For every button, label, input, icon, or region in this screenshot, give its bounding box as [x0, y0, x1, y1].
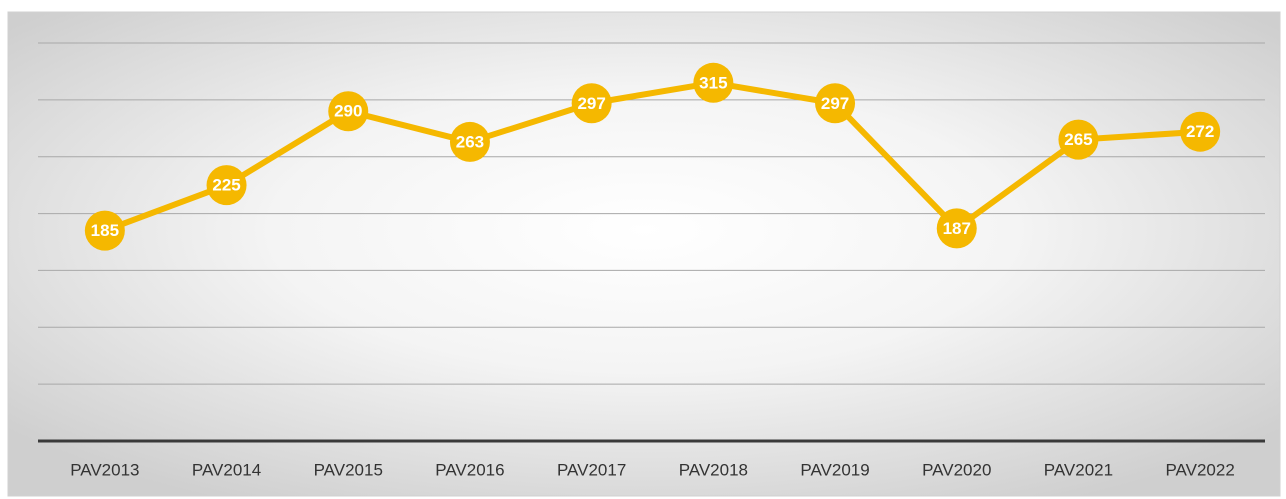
x-tick-label: PAV2020 [922, 460, 991, 479]
data-label: 315 [699, 73, 727, 92]
line-series [103, 79, 1201, 234]
point [206, 165, 247, 206]
point [84, 210, 125, 251]
point [693, 62, 734, 103]
point [571, 83, 612, 124]
data-label: 187 [943, 219, 971, 238]
data-label: 263 [456, 132, 484, 151]
x-tick-label: PAV2014 [192, 460, 261, 479]
point [936, 208, 977, 249]
x-tick-label: PAV2021 [1044, 460, 1113, 479]
point [1180, 111, 1221, 152]
data-label: 290 [334, 102, 362, 121]
data-label: 265 [1064, 130, 1092, 149]
x-tick-label: PAV2018 [679, 460, 748, 479]
plot-background [7, 11, 1281, 497]
data-label: 185 [91, 221, 119, 240]
x-tick-label: PAV2015 [314, 460, 383, 479]
data-label: 272 [1186, 122, 1214, 141]
x-tick-label: PAV2019 [800, 460, 869, 479]
data-label: 297 [577, 94, 605, 113]
x-tick-label: PAV2022 [1165, 460, 1234, 479]
point [328, 91, 369, 132]
x-tick-label: PAV2017 [557, 460, 626, 479]
point [1058, 119, 1099, 160]
data-label: 297 [821, 94, 849, 113]
point [815, 83, 856, 124]
point [449, 121, 490, 162]
x-tick-label: PAV2016 [435, 460, 504, 479]
data-label: 225 [212, 176, 240, 195]
x-tick-label: PAV2013 [70, 460, 139, 479]
